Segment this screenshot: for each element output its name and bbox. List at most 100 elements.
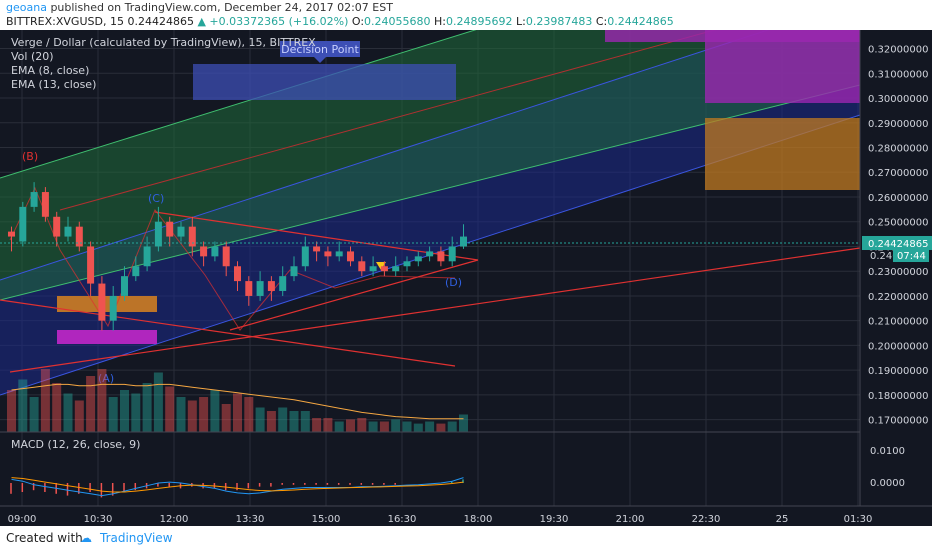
x-tick-label: 09:00 [8,514,37,525]
volume-bar [459,414,468,432]
orange-zone-left[interactable] [57,296,157,312]
candle-body [19,206,27,242]
wave-a-label: (A) [98,372,114,385]
low-value: 0.23987483 [525,15,593,28]
candle-body [200,246,208,257]
red-line-lower [0,299,456,367]
candle-body [166,221,174,237]
volume-ma-line [11,383,464,420]
countdown-tag [893,249,929,262]
price-tag-text: 0.24424865 [868,239,928,250]
y-tick-label: 0.32000000 [868,45,928,56]
signal-arrow-icon [376,262,386,270]
candle-body [188,226,196,247]
candle-body [347,251,354,262]
volume-bar [221,404,231,432]
volume-bar [300,411,310,432]
volume-bar [29,397,39,432]
volume-bar [153,372,163,432]
volume-bar [323,418,333,432]
candle-body [64,226,72,237]
candle-body [109,295,117,321]
candle-body [267,281,275,291]
decision-point-box[interactable] [280,41,360,57]
candle-body [222,246,230,267]
median-line [59,30,717,211]
author-link[interactable]: geoana [6,1,47,14]
x-tick-label: 15:00 [312,514,341,525]
published-text: published on TradingView.com, December 2… [50,1,393,14]
volume-bar [199,397,209,432]
candle-body [143,246,151,267]
tradingview-brand[interactable]: TradingView [100,531,173,545]
price-tag-2: 0.240 [870,251,899,262]
macd-tick-0: 0.0000 [870,478,905,489]
volume-bar [108,397,118,432]
legend-vol: Vol (20) [11,50,54,63]
symbol: BITTREX:XVGUSD [6,15,103,28]
candle-body [245,281,253,296]
volume-bar [63,393,73,432]
volume-bar [7,390,16,432]
x-tick-label: 01:30 [844,514,873,525]
x-tick-label: 16:30 [388,514,417,525]
volume-bar [278,407,288,432]
volume-bar [210,390,220,432]
candle-body [154,221,162,247]
volume-bar [233,393,242,432]
price-chart[interactable]: Decision Point (B) (C) (A) (D) Verge / D… [0,30,932,526]
price-tag [862,236,932,250]
y-tick-label: 0.17000000 [868,416,928,427]
volume-bar [255,407,265,432]
decision-point-label: Decision Point [281,43,359,56]
wave-b-label: (B) [22,150,38,163]
volume-bar [436,423,446,432]
volume-bars [7,369,468,432]
candle-body [448,246,456,262]
candle-body [324,251,332,257]
candle-body [403,261,411,267]
volume-bar [368,421,378,432]
candle-body [369,266,377,272]
volume-bar [165,386,175,432]
volume-bar [187,400,197,432]
candle-body [256,281,264,296]
y-tick-label: 0.29000000 [868,119,928,130]
volume-bar [244,397,254,432]
price-axis[interactable] [860,30,932,526]
interval: 15 [109,15,124,28]
candle-body [290,266,298,277]
purple-zone-left[interactable] [57,330,157,344]
candle-body [98,283,106,321]
publish-header: geoana published on TradingView.com, Dec… [0,0,932,34]
x-tick-label: 18:00 [464,514,493,525]
volume-bar [334,421,344,432]
wave-d-label: (D) [445,276,462,289]
decision-pointer-icon [314,57,326,63]
symbol-line: BITTREX:XVGUSD, 15 0.24424865 ▲ +0.03372… [6,15,674,28]
orange-zone[interactable] [705,118,860,190]
candle-body [41,192,49,217]
y-tick-label: 0.31000000 [868,69,928,80]
volume-bar [97,369,107,432]
volume-bar [425,421,435,432]
candle-body [279,276,287,291]
volume-bar [120,390,129,432]
y-tick-label: 0.25000000 [868,218,928,229]
y-tick-label: 0.27000000 [868,168,928,179]
legend: Verge / Dollar (calculated by TradingVie… [11,36,316,91]
x-tick-label: 22:30 [692,514,721,525]
macd-title: MACD (12, 26, close, 9) [11,438,140,451]
candle-body [211,246,219,257]
candle-body [414,256,422,262]
time-axis-ticks: 09:00 10:30 12:00 13:30 15:00 16:30 18:00 19:30… [8,514,873,525]
candle-body [8,231,15,237]
y-tick-label: 0.18000000 [868,391,928,402]
purple-zone[interactable] [705,30,860,103]
x-tick-label: 19:30 [540,514,569,525]
y-tick-label: 0.21000000 [868,317,928,328]
volume-bar [357,418,367,432]
decision-zone[interactable] [193,64,456,100]
channel-green [0,30,860,300]
volume-bar [176,397,186,432]
